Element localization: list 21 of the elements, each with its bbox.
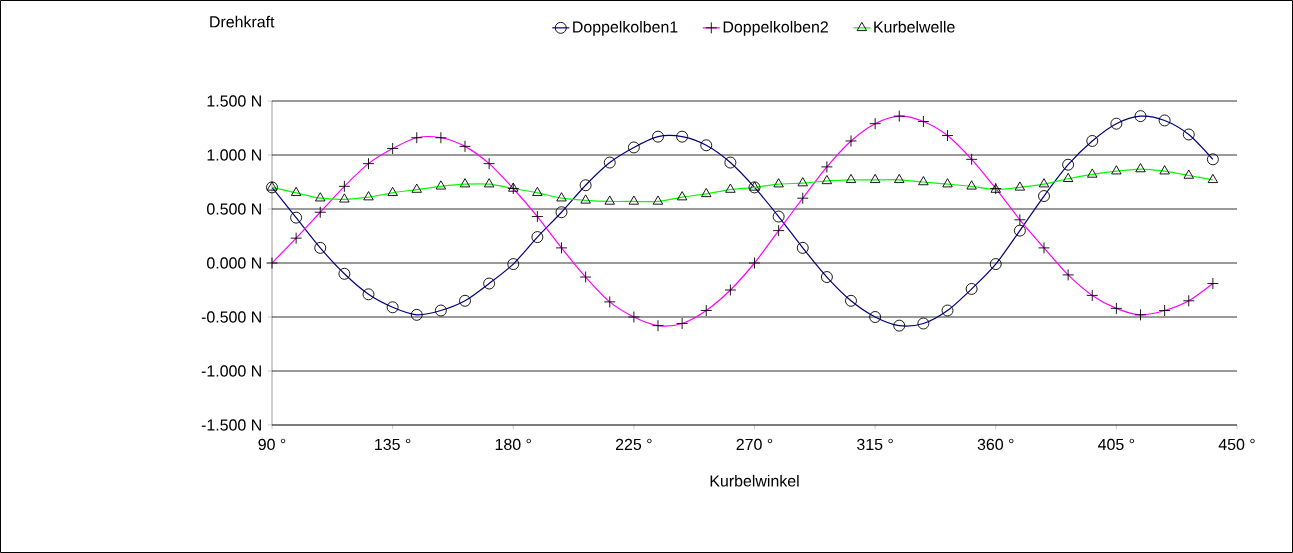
- x-tick-label: 315 °: [857, 438, 893, 451]
- x-tick-label: 360 °: [977, 438, 1014, 451]
- x-tick-label: 180 °: [495, 438, 531, 451]
- y-axis-title: Drehkraft: [210, 15, 275, 28]
- x-axis-title: Kurbelwinkel: [710, 474, 799, 487]
- y-tick-label: 0.000 N: [207, 257, 261, 269]
- y-tick-label: -0.500 N: [201, 311, 261, 323]
- x-tick-label: 450 °: [1218, 438, 1255, 451]
- x-tick-label: 90 °: [258, 438, 286, 451]
- y-tick-label: 1.500 N: [207, 95, 261, 107]
- x-tick-label: 405 °: [1098, 438, 1135, 451]
- x-tick-label: 270 °: [736, 438, 773, 451]
- x-tick-label: 135 °: [375, 438, 411, 451]
- y-tick-label: 0.500 N: [207, 203, 261, 215]
- y-tick-label: 1.000 N: [207, 149, 261, 161]
- y-tick-label: -1.000 N: [201, 365, 261, 377]
- y-tick-label: -1.500 N: [201, 419, 261, 431]
- legend-label: Kurbelwelle: [874, 20, 955, 33]
- legend-label: Doppelkolben1: [573, 20, 678, 36]
- x-tick-label: 225 °: [615, 438, 652, 451]
- legend-label: Doppelkolben2: [723, 20, 828, 36]
